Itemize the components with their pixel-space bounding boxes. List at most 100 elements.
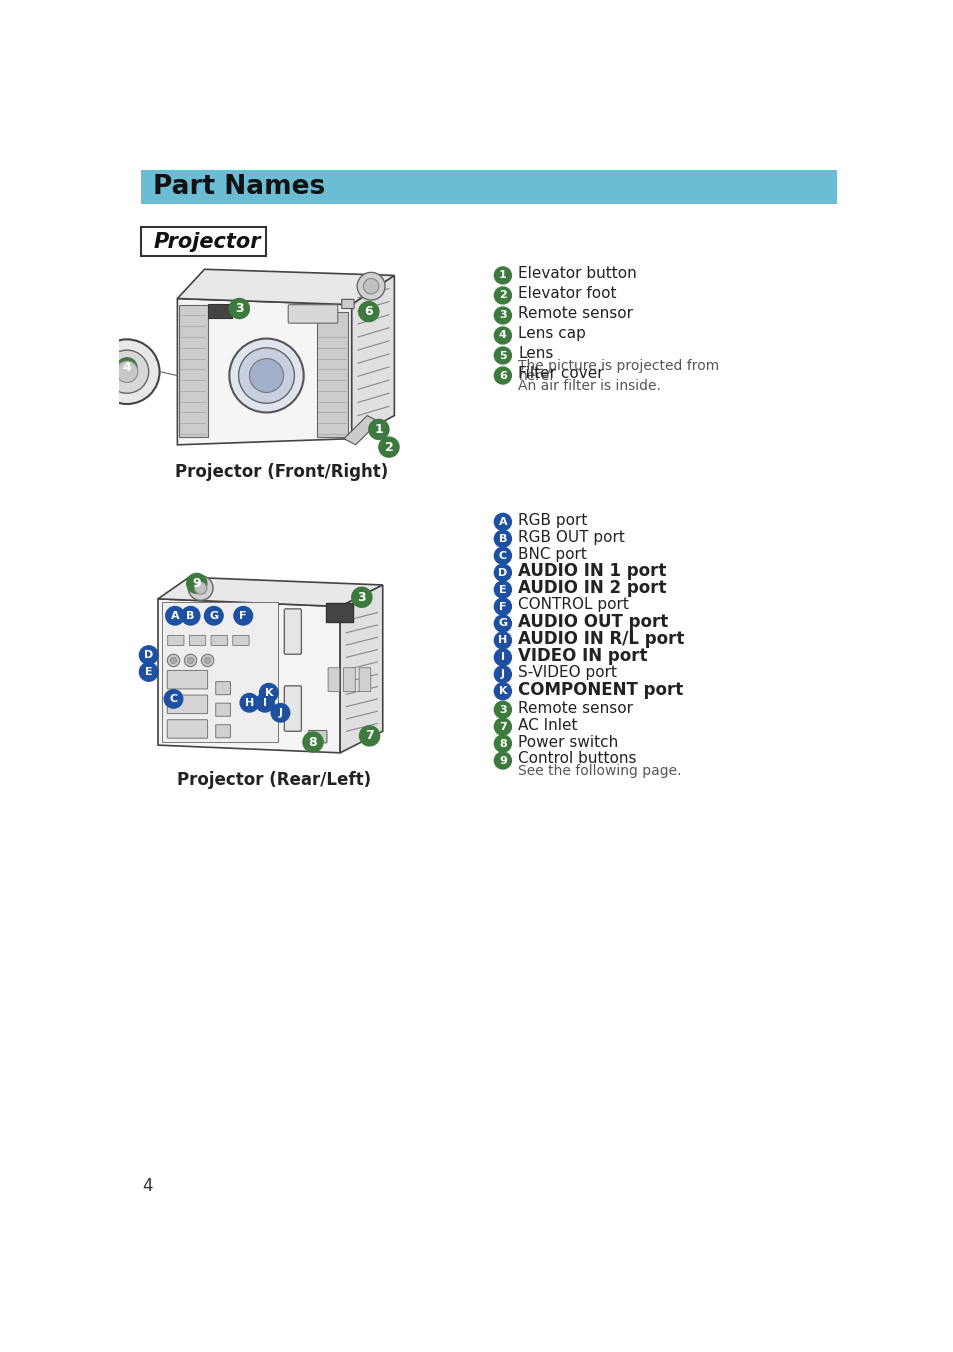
Circle shape <box>369 419 389 439</box>
Circle shape <box>494 649 511 665</box>
Circle shape <box>494 266 511 284</box>
Text: 1: 1 <box>498 270 506 280</box>
FancyBboxPatch shape <box>141 227 266 256</box>
Text: C: C <box>498 550 506 561</box>
Circle shape <box>204 657 211 664</box>
Text: G: G <box>209 611 218 621</box>
Text: VIDEO IN port: VIDEO IN port <box>517 646 647 665</box>
Text: F: F <box>239 611 247 621</box>
FancyBboxPatch shape <box>162 602 278 742</box>
Circle shape <box>255 694 274 713</box>
Circle shape <box>378 437 398 457</box>
Polygon shape <box>177 299 352 445</box>
Text: 3: 3 <box>498 311 506 320</box>
Text: 3: 3 <box>234 301 243 315</box>
Text: I: I <box>263 698 267 708</box>
Circle shape <box>256 368 276 388</box>
Text: AUDIO IN 2 port: AUDIO IN 2 port <box>517 579 666 598</box>
Circle shape <box>494 735 511 752</box>
Text: F: F <box>498 602 506 611</box>
FancyBboxPatch shape <box>190 635 206 645</box>
Text: B: B <box>186 611 194 621</box>
FancyBboxPatch shape <box>284 685 301 731</box>
Circle shape <box>238 347 294 403</box>
Circle shape <box>494 514 511 530</box>
FancyBboxPatch shape <box>358 668 371 692</box>
Text: here.: here. <box>517 369 554 384</box>
Text: Remote sensor: Remote sensor <box>517 700 633 715</box>
Text: E: E <box>498 584 506 595</box>
FancyBboxPatch shape <box>167 671 208 690</box>
Text: 3: 3 <box>357 591 366 604</box>
Circle shape <box>201 654 213 667</box>
Circle shape <box>187 573 207 594</box>
Circle shape <box>358 301 378 322</box>
Circle shape <box>187 657 193 664</box>
Circle shape <box>105 350 149 393</box>
Circle shape <box>494 548 511 564</box>
Text: 4: 4 <box>142 1178 152 1195</box>
FancyBboxPatch shape <box>141 170 836 204</box>
Text: COMPONENT port: COMPONENT port <box>517 680 683 699</box>
Text: Filter cover: Filter cover <box>517 366 603 381</box>
Circle shape <box>363 279 378 293</box>
Circle shape <box>184 654 196 667</box>
Polygon shape <box>158 599 340 753</box>
Polygon shape <box>177 269 394 304</box>
Text: K: K <box>264 688 273 698</box>
FancyBboxPatch shape <box>233 635 249 645</box>
Text: RGB OUT port: RGB OUT port <box>517 530 624 545</box>
Circle shape <box>229 338 303 412</box>
Circle shape <box>494 615 511 631</box>
Circle shape <box>494 366 511 384</box>
FancyBboxPatch shape <box>168 635 184 645</box>
Circle shape <box>233 607 253 625</box>
FancyBboxPatch shape <box>308 730 327 742</box>
Text: 5: 5 <box>498 350 506 361</box>
Text: BNC port: BNC port <box>517 546 587 561</box>
Text: Elevator foot: Elevator foot <box>517 287 617 301</box>
Circle shape <box>494 631 511 649</box>
FancyBboxPatch shape <box>167 695 208 714</box>
Circle shape <box>352 587 372 607</box>
Text: AUDIO IN R/L port: AUDIO IN R/L port <box>517 630 684 648</box>
Circle shape <box>139 662 158 681</box>
Circle shape <box>171 657 176 664</box>
Text: 7: 7 <box>365 729 374 742</box>
Text: AUDIO IN 1 port: AUDIO IN 1 port <box>517 562 666 580</box>
Text: 8: 8 <box>309 735 317 749</box>
Text: 4: 4 <box>498 330 506 341</box>
Text: Projector (Front/Right): Projector (Front/Right) <box>175 462 388 481</box>
Circle shape <box>494 530 511 548</box>
Circle shape <box>164 690 183 708</box>
Circle shape <box>194 581 207 595</box>
Circle shape <box>240 694 258 713</box>
Text: Part Names: Part Names <box>153 174 325 200</box>
Circle shape <box>494 287 511 304</box>
FancyBboxPatch shape <box>284 608 301 654</box>
Text: 9: 9 <box>498 756 506 765</box>
FancyBboxPatch shape <box>167 719 208 738</box>
Text: A: A <box>498 516 507 527</box>
Circle shape <box>188 576 213 600</box>
Text: AC Inlet: AC Inlet <box>517 718 578 733</box>
Circle shape <box>494 347 511 364</box>
Polygon shape <box>340 585 382 753</box>
Circle shape <box>494 327 511 343</box>
Text: E: E <box>145 667 152 677</box>
Circle shape <box>249 358 283 392</box>
Text: AUDIO OUT port: AUDIO OUT port <box>517 612 668 631</box>
FancyBboxPatch shape <box>215 681 231 695</box>
Circle shape <box>259 684 278 702</box>
Text: Projector: Projector <box>153 231 260 251</box>
Text: RGB port: RGB port <box>517 512 587 527</box>
FancyBboxPatch shape <box>211 635 227 645</box>
Circle shape <box>494 564 511 581</box>
Circle shape <box>494 718 511 735</box>
Text: CONTROL port: CONTROL port <box>517 598 629 612</box>
Text: 6: 6 <box>364 306 373 318</box>
Text: Projector (Rear/Left): Projector (Rear/Left) <box>177 771 371 788</box>
Circle shape <box>356 272 385 300</box>
FancyBboxPatch shape <box>288 304 337 323</box>
Circle shape <box>494 581 511 598</box>
